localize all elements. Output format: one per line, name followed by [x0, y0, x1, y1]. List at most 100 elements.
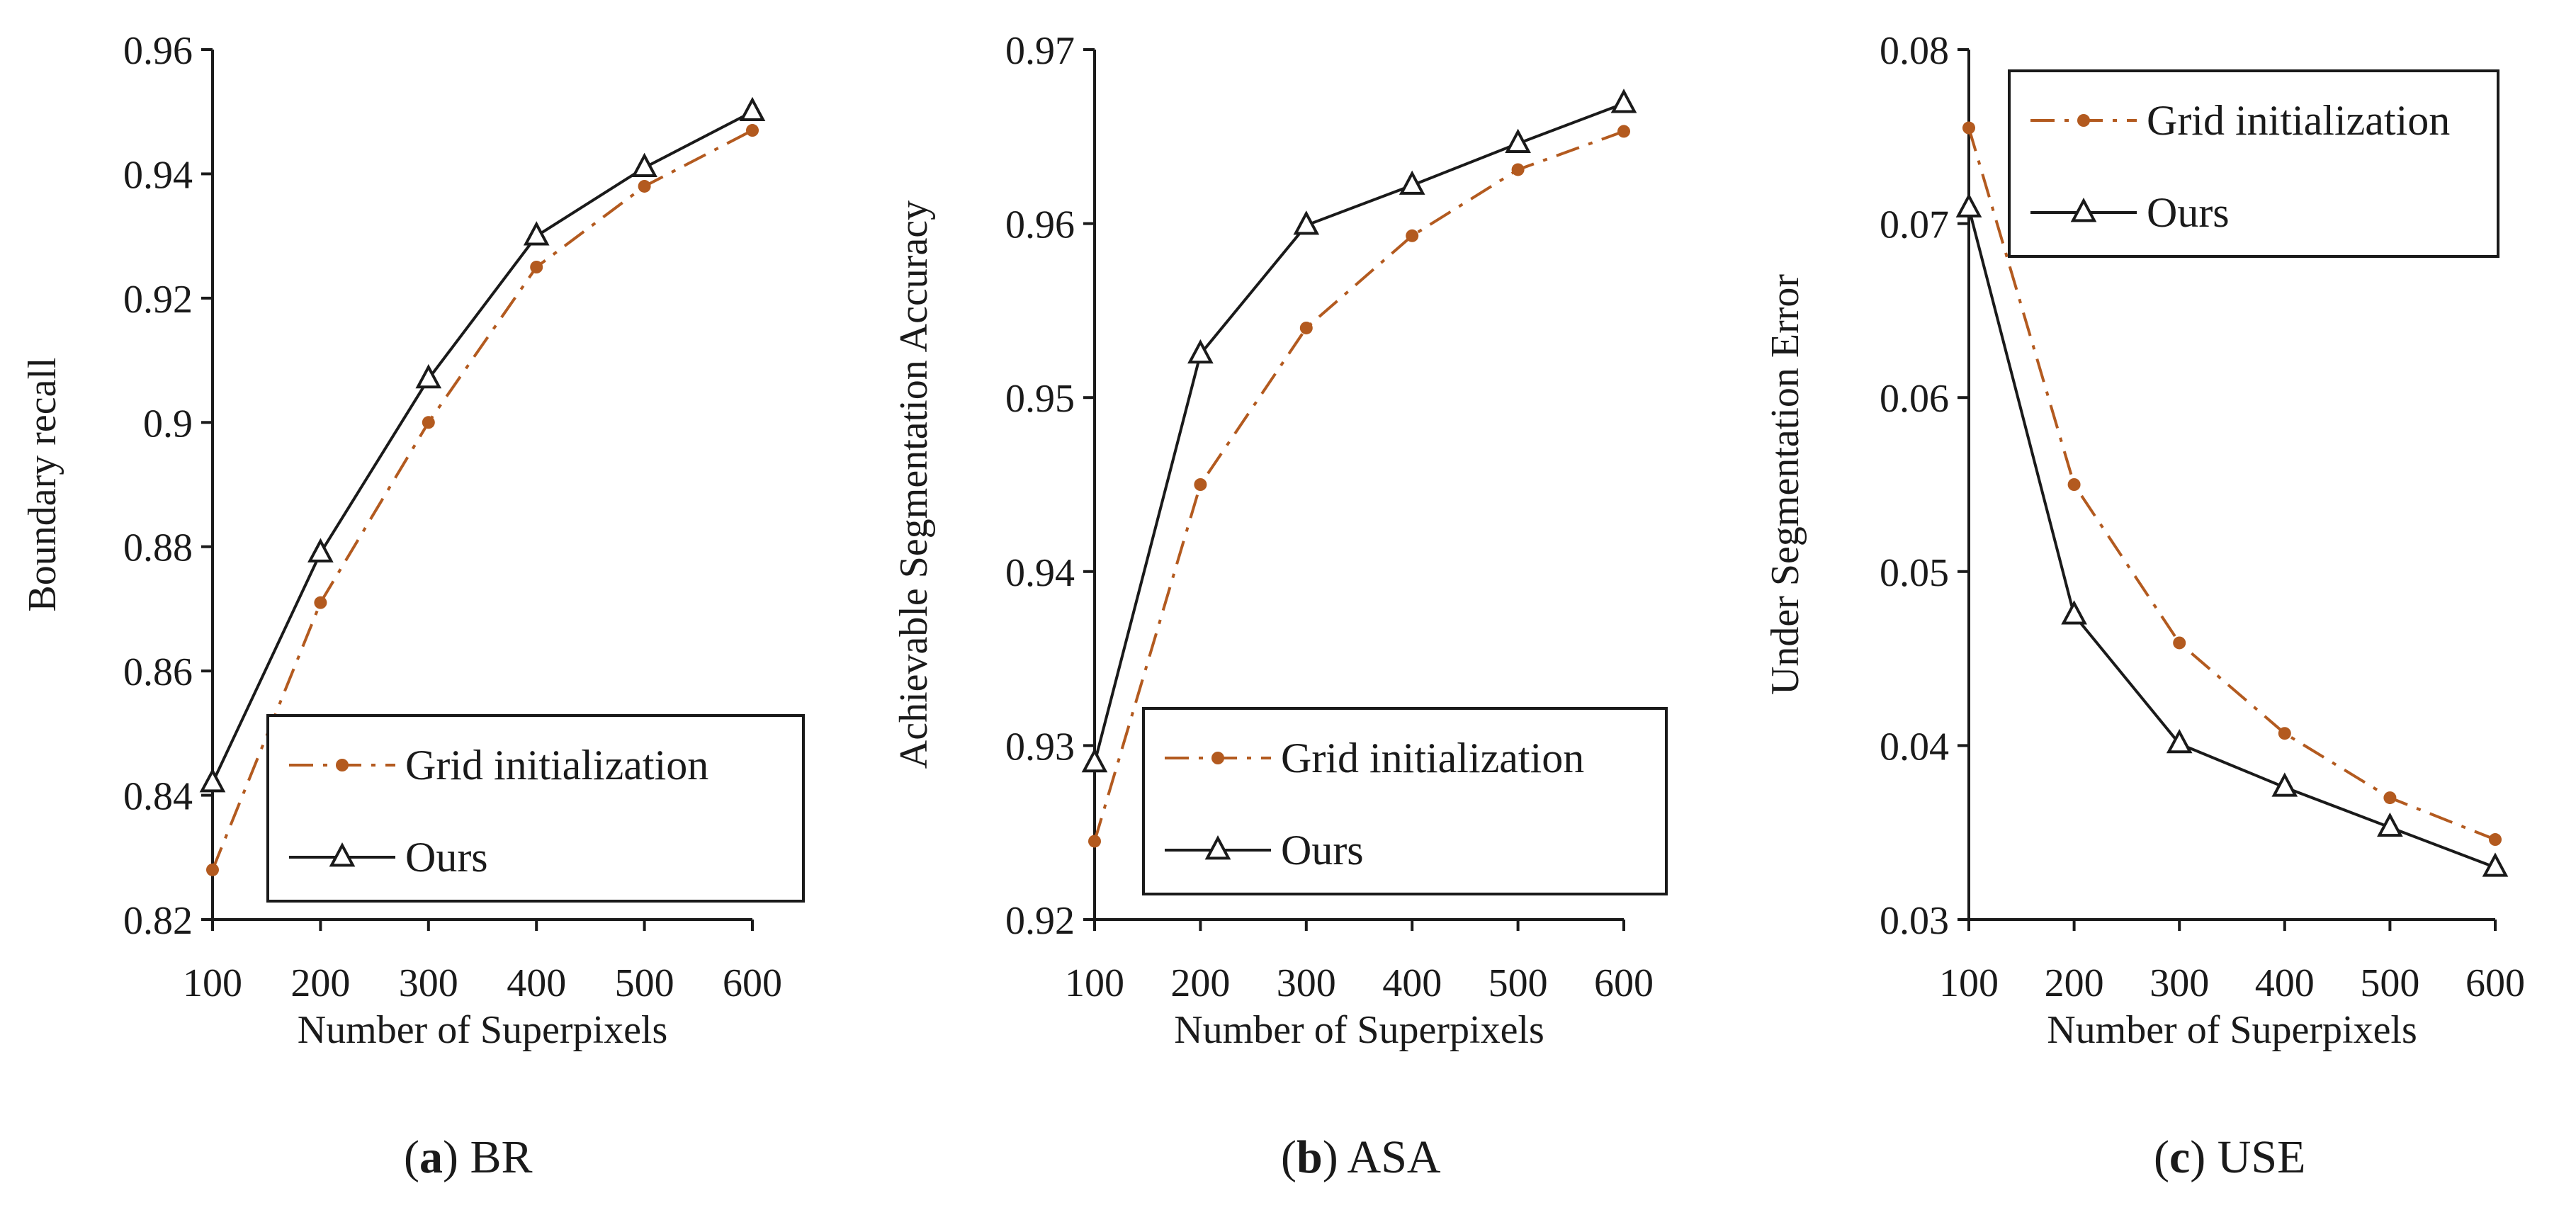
grid-initialization-point — [1962, 121, 1975, 135]
legend-dot-marker — [2077, 114, 2090, 127]
legend-box — [2008, 69, 2499, 258]
grid-initialization-point — [2278, 727, 2291, 740]
y-tick-label: 0.84 — [123, 775, 193, 819]
legend-grid-initialization-label: Grid initialization — [1281, 735, 1584, 781]
y-tick-label: 0.96 — [1005, 203, 1075, 247]
legend-triangle-marker — [2070, 198, 2097, 222]
grid-initialization-point — [1299, 321, 1313, 334]
legend-grid-initialization-label: Grid initialization — [405, 742, 708, 788]
x-axis-title: Number of Superpixels — [298, 1008, 668, 1052]
y-tick-label: 0.86 — [123, 650, 193, 694]
y-tick-label: 0.93 — [1005, 725, 1075, 769]
y-tick-label: 0.92 — [1005, 899, 1075, 943]
grid-initialization-point — [1088, 835, 1101, 848]
ours-point — [415, 363, 442, 389]
ours-point — [1955, 193, 1982, 217]
x-tick-label: 600 — [2465, 961, 2525, 1005]
x-tick-label: 600 — [1594, 961, 1654, 1005]
y-tick-label: 0.92 — [123, 278, 193, 322]
caption-text: ASA — [1348, 1131, 1441, 1183]
chart-panel-b: 0.92 0.93 0.94 0.95 0.96 0.97 100 200 300 400 500 6… — [892, 29, 1668, 1183]
x-tick-label: 500 — [1488, 961, 1548, 1005]
legend: Grid initialization Ours — [1142, 707, 1668, 895]
x-tick-label: 200 — [290, 961, 350, 1005]
legend-box — [266, 714, 805, 903]
legend-triangle-marker — [1204, 835, 1231, 860]
x-tick-label: 100 — [183, 961, 242, 1005]
y-tick-label: 0.95 — [1005, 377, 1075, 421]
grid-initialization-line — [211, 129, 753, 871]
y-tick-label: 0.94 — [1005, 551, 1075, 595]
legend-ours-label: Ours — [405, 834, 488, 881]
legend-triangle-marker — [329, 842, 356, 867]
grid-initialization-point — [2383, 791, 2397, 805]
x-tick-label: 400 — [507, 961, 566, 1005]
legend-box — [1142, 707, 1668, 895]
x-tick-label: 100 — [1939, 961, 1999, 1005]
grid-initialization-point — [2067, 478, 2081, 491]
legend-grid-initialization-label: Grid initialization — [2147, 97, 2450, 144]
ours-point — [1610, 89, 1637, 113]
x-tick-label: 400 — [2255, 961, 2315, 1005]
x-axis-title: Number of Superpixels — [2047, 1008, 2417, 1052]
grid-initialization-line — [1093, 130, 1625, 842]
ours-point — [2061, 600, 2087, 625]
x-tick-label: 300 — [1277, 961, 1336, 1005]
grid-initialization-point — [2489, 833, 2502, 847]
ours-point — [2482, 852, 2509, 877]
y-tick-label: 0.05 — [1880, 551, 1949, 595]
x-axis-title: Number of Superpixels — [1174, 1008, 1544, 1052]
y-tick-label: 0.08 — [1880, 29, 1949, 73]
grid-initialization-point — [314, 596, 327, 609]
y-tick-label: 0.97 — [1005, 29, 1075, 73]
caption-label: c — [2169, 1131, 2190, 1183]
ours-point — [1293, 210, 1320, 235]
grid-initialization-line — [1967, 127, 2496, 841]
legend: Grid initialization Ours — [266, 714, 805, 903]
y-tick-label: 0.88 — [123, 526, 193, 570]
x-tick-label: 200 — [1170, 961, 1230, 1005]
y-axis-title: Achievable Segmentation Accuracy — [892, 200, 936, 769]
grid-initialization-point — [638, 179, 651, 193]
grid-initialization-point — [1406, 229, 1419, 242]
legend-ours-label: Ours — [1281, 827, 1364, 873]
y-tick-label: 0.07 — [1880, 203, 1949, 247]
ours-point — [2377, 812, 2403, 837]
y-axis-title: Under Segmentation Error — [1763, 274, 1807, 695]
y-tick-label: 0.9 — [143, 402, 193, 446]
panel-caption: (c) USE — [2154, 1131, 2305, 1183]
ours-point — [523, 221, 550, 246]
grid-initialization-point — [530, 261, 543, 273]
x-tick-label: 300 — [399, 961, 458, 1005]
ours-point — [2271, 772, 2298, 797]
ours-point — [1505, 128, 1531, 153]
y-tick-label: 0.04 — [1880, 725, 1949, 769]
panel-caption: (b) ASA — [1281, 1131, 1441, 1183]
grid-initialization-point — [746, 124, 759, 137]
legend: Grid initialization Ours — [2008, 69, 2499, 258]
ours-point — [739, 96, 766, 122]
y-tick-label: 0.94 — [123, 153, 193, 197]
y-tick-label: 0.06 — [1880, 377, 1949, 421]
x-tick-label: 200 — [2045, 961, 2104, 1005]
y-tick-label: 0.03 — [1880, 899, 1949, 943]
ours-point — [199, 768, 226, 793]
grid-initialization-point — [422, 416, 435, 429]
caption-text: BR — [470, 1131, 532, 1183]
ours-point — [2166, 728, 2193, 754]
legend-dot-marker — [1211, 752, 1224, 764]
y-tick-label: 0.82 — [123, 899, 193, 943]
grid-initialization-point — [1617, 125, 1630, 138]
chart-panel-c: 0.03 0.04 0.05 0.06 0.07 0.08 100 200 300 400 500 6… — [1763, 29, 2525, 1183]
y-axis-title: Boundary recall — [21, 357, 64, 611]
grid-initialization-point — [1194, 478, 1207, 491]
x-tick-label: 500 — [2360, 961, 2419, 1005]
caption-text: USE — [2218, 1131, 2306, 1183]
ours-point — [1399, 170, 1425, 195]
grid-initialization-point — [2173, 636, 2186, 650]
x-tick-label: 600 — [723, 961, 782, 1005]
x-tick-label: 300 — [2150, 961, 2209, 1005]
ours-line — [1967, 207, 2496, 869]
x-tick-label: 400 — [1382, 961, 1442, 1005]
